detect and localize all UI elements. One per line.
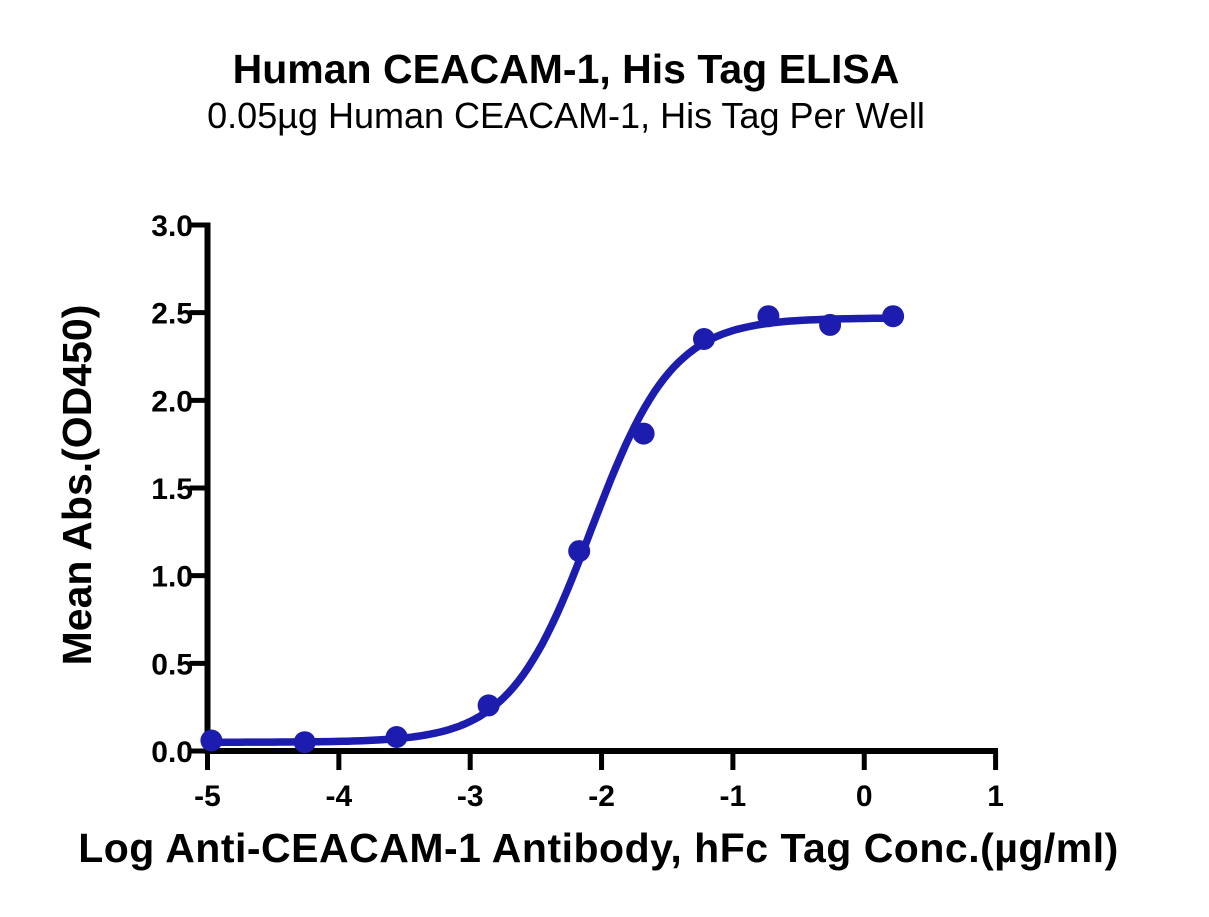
x-axis-label: Log Anti-CEACAM-1 Antibody, hFc Tag Conc…: [78, 825, 1119, 871]
data-point: [819, 313, 842, 336]
data-point: [477, 694, 500, 717]
y-tick-label: 0.5: [151, 648, 193, 681]
x-tick-label: 0: [856, 780, 873, 813]
axis-spines: [204, 222, 998, 754]
fit-curve: [207, 314, 897, 746]
data-point: [200, 729, 223, 752]
figure-subtitle: 0.05µg Human CEACAM-1, His Tag Per Well: [207, 95, 925, 136]
x-tick-label: 1: [987, 780, 1004, 813]
y-tick-label: 2.0: [151, 385, 193, 418]
y-tick-label: 3.0: [151, 210, 193, 243]
x-tick-label: -3: [457, 780, 484, 813]
data-point: [385, 726, 408, 748]
x-tick-label: -5: [194, 780, 221, 813]
data-point: [882, 305, 905, 328]
y-tick-label: 1.0: [151, 561, 193, 594]
x-tick-label: -1: [720, 780, 747, 813]
data-point: [293, 731, 316, 754]
y-tick-label: 1.5: [151, 473, 193, 506]
data-point: [632, 422, 655, 445]
y-tick-label: 2.5: [151, 298, 193, 331]
x-tick-label: -4: [326, 780, 353, 813]
data-point: [757, 305, 780, 328]
figure-title: Human CEACAM-1, His Tag ELISA: [232, 46, 900, 92]
x-tick-label: -2: [588, 780, 615, 813]
data-point: [568, 540, 591, 563]
y-tick-label: 0.0: [151, 736, 193, 769]
y-axis-label: Mean Abs.(OD450): [54, 304, 100, 666]
data-point: [693, 328, 715, 350]
